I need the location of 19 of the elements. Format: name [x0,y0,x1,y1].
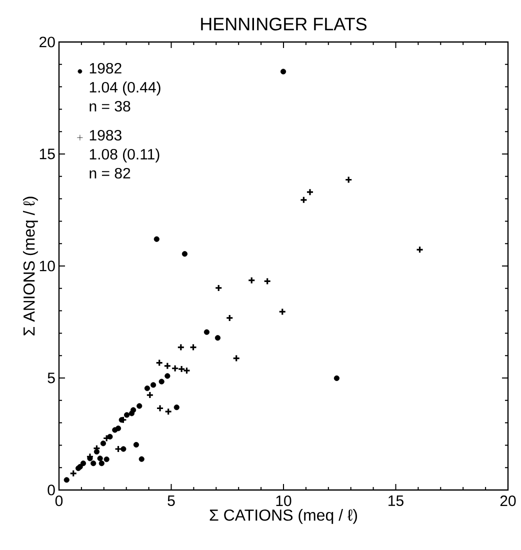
annotation: 1.08 (0.11) [90,148,160,163]
y-tick-label: 15 [40,148,55,160]
x-tick-label: 15 [388,496,404,506]
x-tick-label: 5 [168,496,175,506]
x-tick-label: 20 [500,496,516,506]
annotation: n = 82 [90,168,130,179]
x-axis-title: Σ CATIONS (meq / ℓ) [210,509,357,524]
legend-label: 1983 [90,130,122,141]
legend-label: 1982 [90,62,122,74]
y-tick-label: 10 [40,260,55,272]
y-tick-label: 5 [48,372,55,384]
y-tick-label: 20 [40,36,55,48]
x-tick-label: 0 [55,496,63,506]
annotation: n = 38 [90,100,130,112]
chart-title: HENNINGER FLATS [201,18,367,30]
x-tick-label: 10 [276,496,292,506]
y-tick-label: 0 [48,484,55,496]
y-axis-title: Σ ANIONS (meq / ℓ) [23,196,38,336]
annotation: 1.04 (0.44) [90,82,160,96]
